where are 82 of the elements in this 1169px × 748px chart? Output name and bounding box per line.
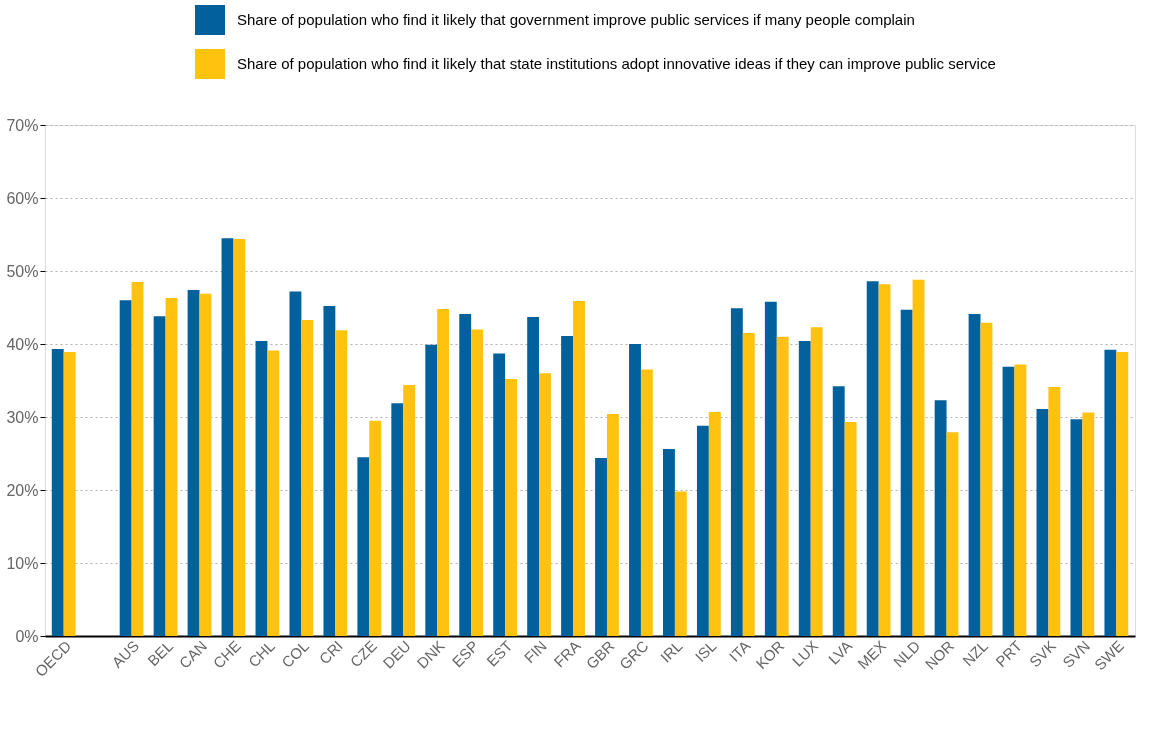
bar: [832, 386, 845, 636]
legend-label: Share of population who find it likely that state institutions adopt innovative ideas if they can improve public service: [237, 55, 996, 72]
bar: [255, 341, 268, 636]
bar: [640, 369, 653, 636]
bar: [1070, 419, 1083, 636]
bar: [403, 384, 416, 636]
x-tick-label: BEL: [144, 637, 177, 670]
bar: [1116, 352, 1129, 636]
bar: [391, 403, 404, 636]
bar: [595, 457, 607, 636]
x-tick-label: CHL: [244, 637, 279, 671]
bar: [629, 344, 641, 636]
bar: [187, 289, 200, 636]
x-tick-label: CRI: [315, 637, 346, 668]
bar: [165, 298, 178, 636]
x-tick-label: NZL: [959, 637, 992, 670]
bar: [696, 425, 709, 636]
bar: [437, 308, 450, 636]
bar: [471, 329, 484, 636]
y-tick-label: 70%: [6, 116, 39, 134]
bar: [505, 379, 517, 636]
bar: [866, 281, 879, 636]
bar: [606, 414, 619, 636]
bar: [946, 432, 959, 636]
bar: [199, 293, 212, 636]
bar: [425, 344, 438, 636]
y-tick-label: 20%: [6, 481, 39, 499]
bar: [776, 336, 789, 636]
bar: [267, 350, 280, 636]
y-tick-label: 60%: [6, 189, 39, 207]
bar: [708, 411, 721, 636]
bar: [810, 327, 823, 636]
y-tick-label: 30%: [6, 408, 39, 426]
bar: [798, 341, 811, 636]
bar: [934, 400, 947, 636]
x-tick-label: IRL: [656, 637, 686, 666]
bar: [51, 349, 64, 636]
x-tick-label: ITA: [725, 637, 754, 665]
bar: [369, 420, 382, 636]
bar: [335, 330, 348, 636]
y-tick-label: 10%: [6, 554, 39, 572]
bar: [221, 238, 234, 636]
bar: [527, 316, 540, 636]
bar: [493, 353, 506, 636]
bar: [1014, 364, 1027, 636]
x-tick-label: FIN: [520, 637, 550, 667]
bar: [289, 291, 302, 636]
bar: [900, 309, 913, 636]
bar: [968, 314, 981, 636]
bar: [1082, 412, 1095, 636]
bar: [1036, 408, 1049, 636]
bar: [764, 301, 777, 636]
y-tick-label: 50%: [6, 262, 39, 280]
bar: [674, 491, 687, 636]
bar: [980, 322, 993, 636]
bar: [233, 238, 246, 636]
x-tick-label: LVA: [824, 637, 856, 668]
bar: [1104, 349, 1117, 636]
bar: [844, 422, 857, 636]
bar: [459, 314, 472, 636]
bar: [301, 319, 314, 636]
bar: [1002, 366, 1015, 636]
bar: [878, 284, 891, 636]
bar: [323, 306, 336, 636]
y-tick-label: 0%: [15, 627, 39, 645]
bar: [63, 352, 76, 636]
bar: [357, 457, 370, 636]
bar: [573, 300, 585, 636]
legend-label: Share of population who find it likely that government improve public services if many people complain: [237, 11, 915, 28]
bar: [561, 335, 574, 636]
bar: [119, 300, 132, 636]
x-tick-label: COL: [278, 637, 312, 671]
bar: [131, 281, 144, 636]
bar: [742, 333, 755, 636]
bar: [663, 449, 675, 636]
bar: [730, 308, 743, 636]
bar: [912, 279, 925, 636]
bar: [153, 316, 166, 636]
x-tick-label: ISL: [691, 637, 720, 666]
bar: [1048, 387, 1061, 636]
y-tick-label: 40%: [6, 335, 39, 353]
bar: [539, 373, 551, 636]
